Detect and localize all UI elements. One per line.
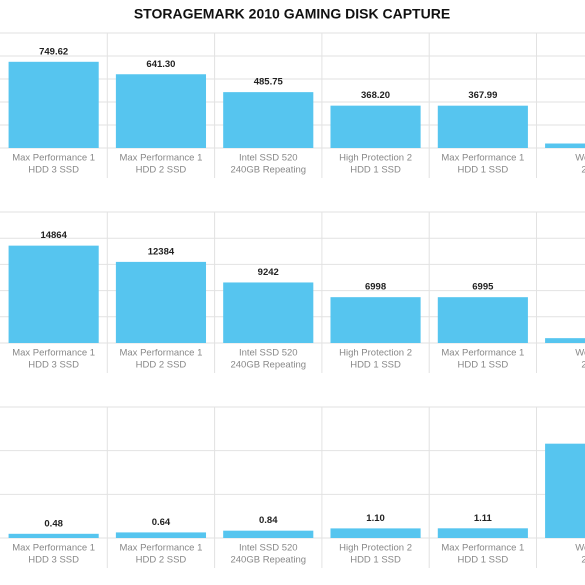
x-tick-label: High Protection 2 <box>339 348 412 359</box>
bar <box>115 74 207 148</box>
x-tick-label: Max Performance 1 <box>119 153 202 164</box>
x-tick-label: 2TE <box>581 360 585 371</box>
value-label: 1.10 <box>366 513 385 524</box>
x-tick-label: Wester <box>575 153 585 164</box>
value-label: 749.62 <box>39 46 68 57</box>
x-tick-label: Max Performance 1 <box>441 348 524 359</box>
bar <box>115 261 207 343</box>
x-tick-label: HDD 1 SSD <box>458 555 509 566</box>
bar <box>223 92 314 148</box>
x-tick-label: HDD 3 SSD <box>28 360 79 371</box>
bar <box>437 105 528 148</box>
value-label: 0.48 <box>44 518 63 529</box>
x-tick-label: Max Performance 1 <box>12 153 95 164</box>
x-tick-label: HDD 2 SSD <box>136 555 187 566</box>
x-tick-label: HDD 1 SSD <box>458 360 509 371</box>
bar <box>437 528 528 538</box>
value-label: 0.84 <box>259 515 278 526</box>
x-tick-label: Max Performance 1 <box>441 543 524 554</box>
x-tick-label: Max Performance 1 <box>12 543 95 554</box>
bar <box>8 533 99 538</box>
x-tick-label: 240GB Repeating <box>230 555 306 566</box>
x-tick-label: HDD 3 SSD <box>28 165 79 176</box>
bar <box>545 338 585 343</box>
bar <box>330 105 421 148</box>
bar <box>223 530 314 538</box>
bar <box>8 61 99 148</box>
x-tick-label: HDD 1 SSD <box>350 360 401 371</box>
x-tick-label: Max Performance 1 <box>441 153 524 164</box>
value-label: 9242 <box>258 267 279 278</box>
x-tick-label: HDD 1 SSD <box>458 165 509 176</box>
value-label: 14864 <box>40 230 67 241</box>
x-tick-label: Wester <box>575 543 585 554</box>
chart-title: STORAGEMARK 2010 GAMING DISK CAPTURE <box>134 6 450 22</box>
x-tick-label: 2TE <box>581 165 585 176</box>
bar <box>545 143 585 148</box>
value-label: 0.64 <box>152 517 171 528</box>
x-tick-label: High Protection 2 <box>339 153 412 164</box>
x-tick-label: HDD 1 SSD <box>350 555 401 566</box>
value-label: 6998 <box>365 282 386 293</box>
value-label: 641.30 <box>146 59 175 70</box>
x-tick-label: Max Performance 1 <box>119 543 202 554</box>
x-tick-label: Intel SSD 520 <box>239 348 298 359</box>
bar <box>8 245 99 343</box>
x-tick-label: Intel SSD 520 <box>239 543 298 554</box>
x-tick-label: HDD 1 SSD <box>350 165 401 176</box>
value-label: 485.75 <box>254 77 284 88</box>
value-label: 12384 <box>148 246 175 257</box>
value-label: 1.11 <box>474 513 493 524</box>
bar <box>223 282 314 343</box>
x-tick-label: Wester <box>575 348 585 359</box>
x-tick-label: 240GB Repeating <box>230 165 306 176</box>
x-tick-label: HDD 2 SSD <box>136 360 187 371</box>
value-label: 368.20 <box>361 90 390 101</box>
x-tick-label: 240GB Repeating <box>230 360 306 371</box>
x-tick-label: Intel SSD 520 <box>239 153 298 164</box>
bar <box>545 443 585 538</box>
bar <box>330 528 421 538</box>
value-label: 6995 <box>472 282 494 293</box>
value-label: 367.99 <box>468 90 497 101</box>
bar <box>330 297 421 343</box>
x-tick-label: High Protection 2 <box>339 543 412 554</box>
bar <box>437 297 528 343</box>
x-tick-label: Max Performance 1 <box>119 348 202 359</box>
bar <box>115 532 207 538</box>
x-tick-label: Max Performance 1 <box>12 348 95 359</box>
x-tick-label: HDD 3 SSD <box>28 555 79 566</box>
x-tick-label: 2TE <box>581 555 585 566</box>
x-tick-label: HDD 2 SSD <box>136 165 187 176</box>
